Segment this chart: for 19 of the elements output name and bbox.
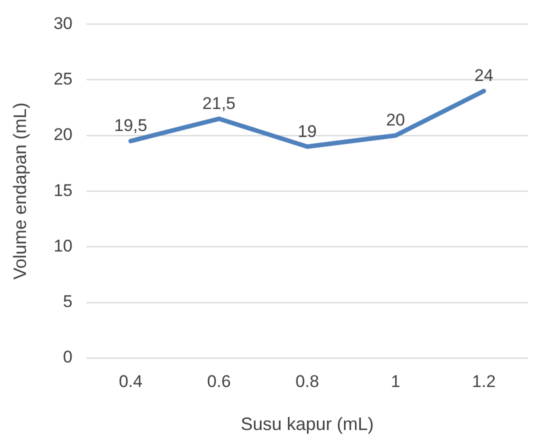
data-label: 21,5 [202, 94, 236, 113]
data-label: 20 [386, 110, 406, 130]
data-label: 19,5 [114, 116, 148, 136]
y-tick-label: 5 [63, 292, 73, 312]
x-tick-label: 0.8 [295, 372, 320, 391]
x-tick-label: 1 [390, 372, 400, 391]
y-tick-label: 15 [54, 180, 73, 200]
y-tick-label: 0 [63, 348, 73, 367]
y-tick-label: 10 [54, 236, 73, 256]
y-tick-label: 25 [54, 70, 73, 89]
data-label: 24 [474, 66, 494, 86]
x-tick-label: 0.4 [118, 372, 142, 391]
y-tick-label: 20 [54, 125, 73, 144]
y-axis-title: Volume endapan (mL) [10, 102, 30, 280]
x-tick-label: 1.2 [472, 372, 496, 391]
data-label: 19 [298, 122, 317, 141]
x-axis-title: Susu kapur (mL) [240, 414, 374, 434]
y-tick-label: 30 [54, 14, 73, 33]
x-tick-label: 0.6 [207, 372, 231, 391]
